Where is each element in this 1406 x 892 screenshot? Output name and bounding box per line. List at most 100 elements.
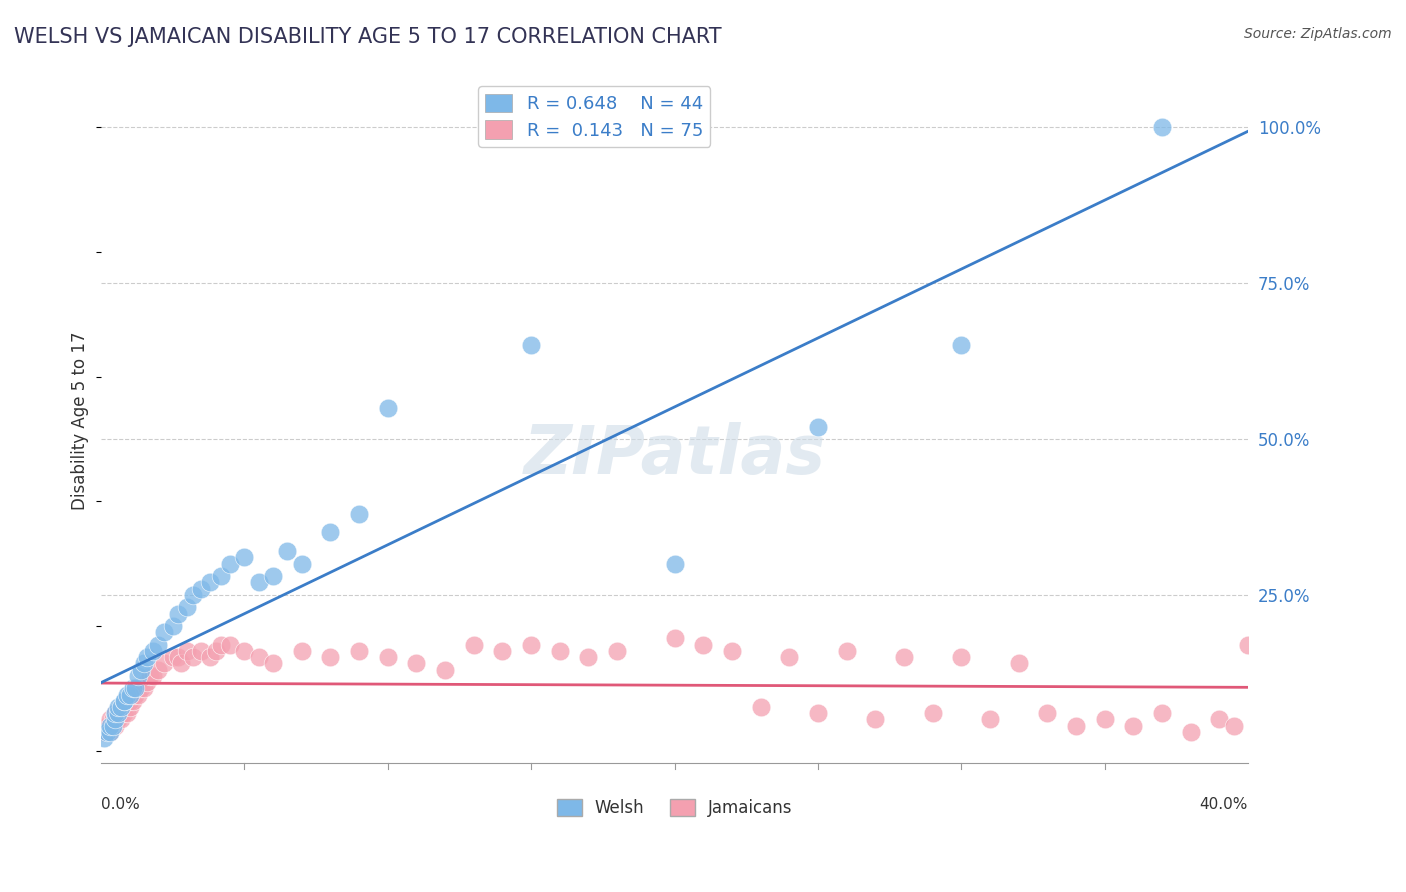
Point xyxy=(170,657,193,671)
Point xyxy=(1036,706,1059,721)
Point xyxy=(115,706,138,721)
Point xyxy=(107,713,129,727)
Point xyxy=(176,644,198,658)
Point xyxy=(520,638,543,652)
Point xyxy=(132,681,155,696)
Point xyxy=(101,719,124,733)
Point xyxy=(893,650,915,665)
Point xyxy=(1180,725,1202,739)
Point xyxy=(491,644,513,658)
Point xyxy=(96,719,118,733)
Point xyxy=(921,706,943,721)
Point xyxy=(142,669,165,683)
Point xyxy=(153,625,176,640)
Point xyxy=(664,557,686,571)
Point xyxy=(319,525,342,540)
Point xyxy=(950,338,973,352)
Point xyxy=(291,557,314,571)
Point xyxy=(807,419,830,434)
Point xyxy=(176,600,198,615)
Point xyxy=(1208,713,1230,727)
Point xyxy=(110,713,132,727)
Point xyxy=(148,663,170,677)
Point xyxy=(1007,657,1029,671)
Point xyxy=(121,694,143,708)
Point xyxy=(121,681,143,696)
Text: WELSH VS JAMAICAN DISABILITY AGE 5 TO 17 CORRELATION CHART: WELSH VS JAMAICAN DISABILITY AGE 5 TO 17… xyxy=(14,27,721,46)
Point xyxy=(211,638,233,652)
Point xyxy=(135,675,157,690)
Point xyxy=(377,650,399,665)
Point xyxy=(127,688,149,702)
Point xyxy=(606,644,628,658)
Point xyxy=(124,681,146,696)
Point xyxy=(129,681,152,696)
Point xyxy=(104,706,127,721)
Text: 0.0%: 0.0% xyxy=(101,797,139,813)
Point xyxy=(167,650,190,665)
Point xyxy=(233,550,256,565)
Point xyxy=(135,650,157,665)
Point xyxy=(127,669,149,683)
Point xyxy=(101,719,124,733)
Point xyxy=(1064,719,1087,733)
Point xyxy=(548,644,571,658)
Point xyxy=(807,706,830,721)
Point xyxy=(778,650,800,665)
Point xyxy=(96,725,118,739)
Point xyxy=(1122,719,1144,733)
Point xyxy=(721,644,744,658)
Point xyxy=(262,657,284,671)
Point xyxy=(98,725,121,739)
Text: 40.0%: 40.0% xyxy=(1199,797,1249,813)
Point xyxy=(162,619,184,633)
Point xyxy=(347,644,370,658)
Point xyxy=(247,575,270,590)
Y-axis label: Disability Age 5 to 17: Disability Age 5 to 17 xyxy=(72,331,89,509)
Point xyxy=(664,632,686,646)
Point xyxy=(1150,706,1173,721)
Point xyxy=(233,644,256,658)
Point xyxy=(148,638,170,652)
Point xyxy=(1222,719,1244,733)
Point xyxy=(112,700,135,714)
Point xyxy=(110,700,132,714)
Legend: Welsh, Jamaicans: Welsh, Jamaicans xyxy=(550,792,799,823)
Point xyxy=(98,719,121,733)
Point xyxy=(153,657,176,671)
Point xyxy=(104,719,127,733)
Point xyxy=(107,706,129,721)
Point xyxy=(162,650,184,665)
Point xyxy=(181,650,204,665)
Point xyxy=(347,507,370,521)
Point xyxy=(1237,638,1260,652)
Point xyxy=(247,650,270,665)
Point xyxy=(167,607,190,621)
Point xyxy=(219,638,242,652)
Point xyxy=(139,669,162,683)
Point xyxy=(291,644,314,658)
Point xyxy=(96,725,118,739)
Point xyxy=(115,688,138,702)
Point xyxy=(118,688,141,702)
Point xyxy=(198,650,221,665)
Point xyxy=(1094,713,1116,727)
Point xyxy=(520,338,543,352)
Point xyxy=(101,713,124,727)
Point xyxy=(835,644,858,658)
Point xyxy=(104,713,127,727)
Point xyxy=(377,401,399,415)
Point xyxy=(93,725,115,739)
Point xyxy=(405,657,427,671)
Point xyxy=(578,650,600,665)
Point xyxy=(204,644,226,658)
Point xyxy=(98,725,121,739)
Point xyxy=(692,638,714,652)
Point xyxy=(132,657,155,671)
Point xyxy=(1150,120,1173,135)
Point xyxy=(112,694,135,708)
Point xyxy=(950,650,973,665)
Point xyxy=(112,694,135,708)
Point xyxy=(93,731,115,746)
Point xyxy=(749,700,772,714)
